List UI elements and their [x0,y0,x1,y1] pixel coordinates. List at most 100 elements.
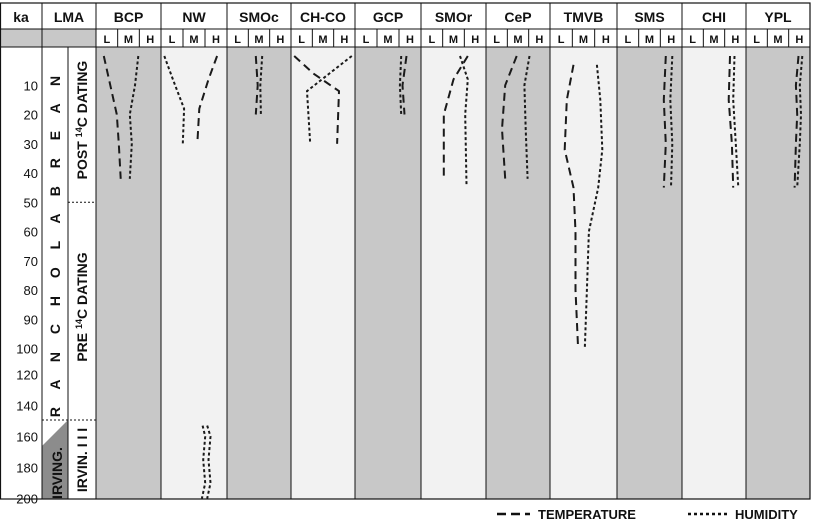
subcolumn-m: M [318,34,327,46]
ka-tick-140: 140 [16,399,38,414]
temperature-curve-gcp [401,55,408,115]
subcolumn-l: L [298,34,305,46]
region-header-smoc: SMOc [239,9,279,25]
region-header-bcp: BCP [114,9,144,25]
subcolumn-m: M [124,34,133,46]
subcolumn-h: H [667,34,675,46]
region-header-chi: CHI [702,9,726,25]
temperature-curve-bcp [102,55,122,179]
irving-shade [42,420,68,499]
ka-tick-30: 30 [24,137,38,152]
temperature-legend-label: TEMPERATURE [538,507,636,521]
ka-tick-10: 10 [24,78,38,93]
humidity-curve-smor [459,55,469,185]
subcolumn-m: M [449,34,458,46]
subcolumn-m: M [709,34,718,46]
subcolumn-m: M [383,34,392,46]
subcolumn-l: L [103,34,110,46]
ka-tick-100: 100 [16,342,38,357]
region-header-ch-co: CH-CO [300,9,346,25]
temperature-curve-tmvb [563,64,580,349]
header-band [0,3,810,47]
column-bg-ch-co [291,47,355,499]
region-header-smor: SMOr [435,9,473,25]
ka-tick-160: 160 [16,430,38,445]
subcolumn-h: H [731,34,739,46]
humidity-curve-tmvb [583,64,604,349]
region-header-cep: CeP [504,9,531,25]
column-bg-smoc [227,47,291,499]
subcolumn-m: M [645,34,654,46]
column-bg-chi [682,47,746,499]
legend: TEMPERATURE HUMIDITY [497,507,798,521]
subcolumn-l: L [234,34,241,46]
temperature-curve-smor [442,55,469,179]
subcolumn-h: H [146,34,154,46]
subcolumn-l: L [169,34,176,46]
region-header-gcp: GCP [373,9,403,25]
temperature-curve-cep [500,55,518,179]
temperature-curve-chi [727,55,735,188]
subcolumn-l: L [558,34,565,46]
ka-tick-70: 70 [24,254,38,269]
ka-tick-50: 50 [24,195,38,210]
humidity-curve-cep [523,55,531,179]
ka-tick-120: 120 [16,368,38,383]
ka-tick-80: 80 [24,283,38,298]
subcolumn-m: M [513,34,522,46]
column-bg-sms [617,47,682,499]
dating-column-bg [68,47,96,499]
region-header-ypl: YPL [764,9,792,25]
humidity-curve-bcp [128,55,140,179]
humidity-curve-nw [206,425,212,499]
column-bg-nw [161,47,227,499]
humidity-legend-label: HUMIDITY [735,507,798,521]
temperature-curve-smoc [254,55,259,115]
ka-tick-200: 200 [16,492,38,507]
column-bg-cep [486,47,550,499]
column-bg-tmvb [550,47,617,499]
subcolumn-h: H [535,34,543,46]
lma-header: LMA [54,9,84,25]
ka-tick-20: 20 [24,108,38,123]
subcolumn-l: L [493,34,500,46]
lma-sub-header-bg [42,29,96,47]
humidity-curve-gcp [398,55,403,115]
temperature-curve-sms [662,55,667,188]
stage-label-irvingtonian: IRVING. [49,447,65,499]
ka-tick-60: 60 [24,225,38,240]
pre-14c-dating-label: PRE 14C DATING [74,252,90,361]
ka-header: ka [13,9,29,25]
subcolumn-l: L [363,34,370,46]
subcolumn-l: L [428,34,435,46]
subcolumn-h: H [340,34,348,46]
temperature-curve-ypl [793,55,800,188]
region-header-nw: NW [182,9,206,25]
post-14c-dating-label: POST 14C DATING [74,61,90,180]
region-header-tmvb: TMVB [564,9,604,25]
irvin-iii-label: IRVIN. I I I [74,428,90,492]
subcolumn-h: H [795,34,803,46]
column-bg-smor [421,47,486,499]
ka-tick-180: 180 [16,461,38,476]
region-header-sms: SMS [634,9,664,25]
subcolumn-l: L [753,34,760,46]
subcolumn-l: L [689,34,696,46]
column-bg-ypl [746,47,810,499]
subcolumn-m: M [189,34,198,46]
stage-label-rancholabrean: R A N C H O L A B R E A N [47,69,63,417]
subcolumn-h: H [406,34,414,46]
temperature-curve-ch-co [293,55,341,144]
ka-tick-90: 90 [24,312,38,327]
ka-sub-header-bg [0,29,42,47]
subcolumn-h: H [276,34,284,46]
humidity-curve-nw [163,55,186,144]
subcolumn-h: H [602,34,610,46]
subcolumn-m: M [254,34,263,46]
subcolumn-m: M [579,34,588,46]
subcolumn-h: H [471,34,479,46]
column-bg-bcp [96,47,161,499]
subcolumn-m: M [773,34,782,46]
temperature-curve-nw [196,55,219,144]
